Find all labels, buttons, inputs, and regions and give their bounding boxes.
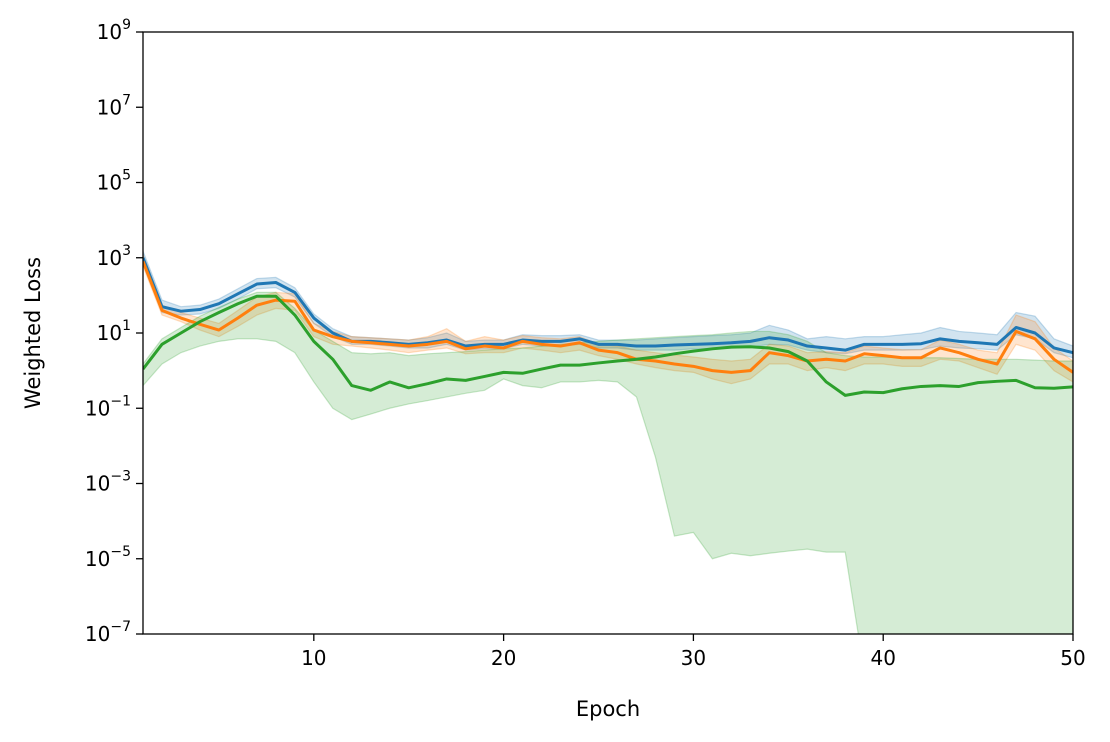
y-tick-label: 10−3 <box>85 469 131 496</box>
x-axis: 10 20 30 40 50 <box>301 634 1086 670</box>
x-tick-label: 10 <box>301 646 326 670</box>
y-tick-label: 105 <box>97 168 131 195</box>
series-1-line <box>143 257 1073 355</box>
series-2-line <box>143 260 1073 374</box>
x-tick-label: 30 <box>681 646 706 670</box>
y-axis: 10−7 10−5 10−3 10−1 101 103 105 107 109 <box>85 17 143 646</box>
x-tick-label: 50 <box>1060 646 1085 670</box>
y-axis-label: Weighted Loss <box>21 257 45 409</box>
y-tick-label: 109 <box>97 17 131 44</box>
series-2-band <box>143 254 1073 385</box>
series-1-band <box>143 250 1073 359</box>
series-lines <box>143 257 1073 397</box>
y-tick-label: 10−5 <box>85 544 131 571</box>
series-3-line <box>143 294 1073 397</box>
y-tick-label: 101 <box>97 318 131 345</box>
y-tick-label: 103 <box>97 243 131 270</box>
y-tick-label: 10−1 <box>85 393 131 420</box>
x-axis-label: Epoch <box>576 697 640 721</box>
y-tick-label: 10−7 <box>85 619 131 646</box>
series-3-band <box>143 291 1073 634</box>
x-tick-label: 40 <box>870 646 895 670</box>
x-tick-label: 20 <box>491 646 516 670</box>
confidence-bands <box>143 250 1073 634</box>
y-tick-label: 107 <box>97 92 131 119</box>
